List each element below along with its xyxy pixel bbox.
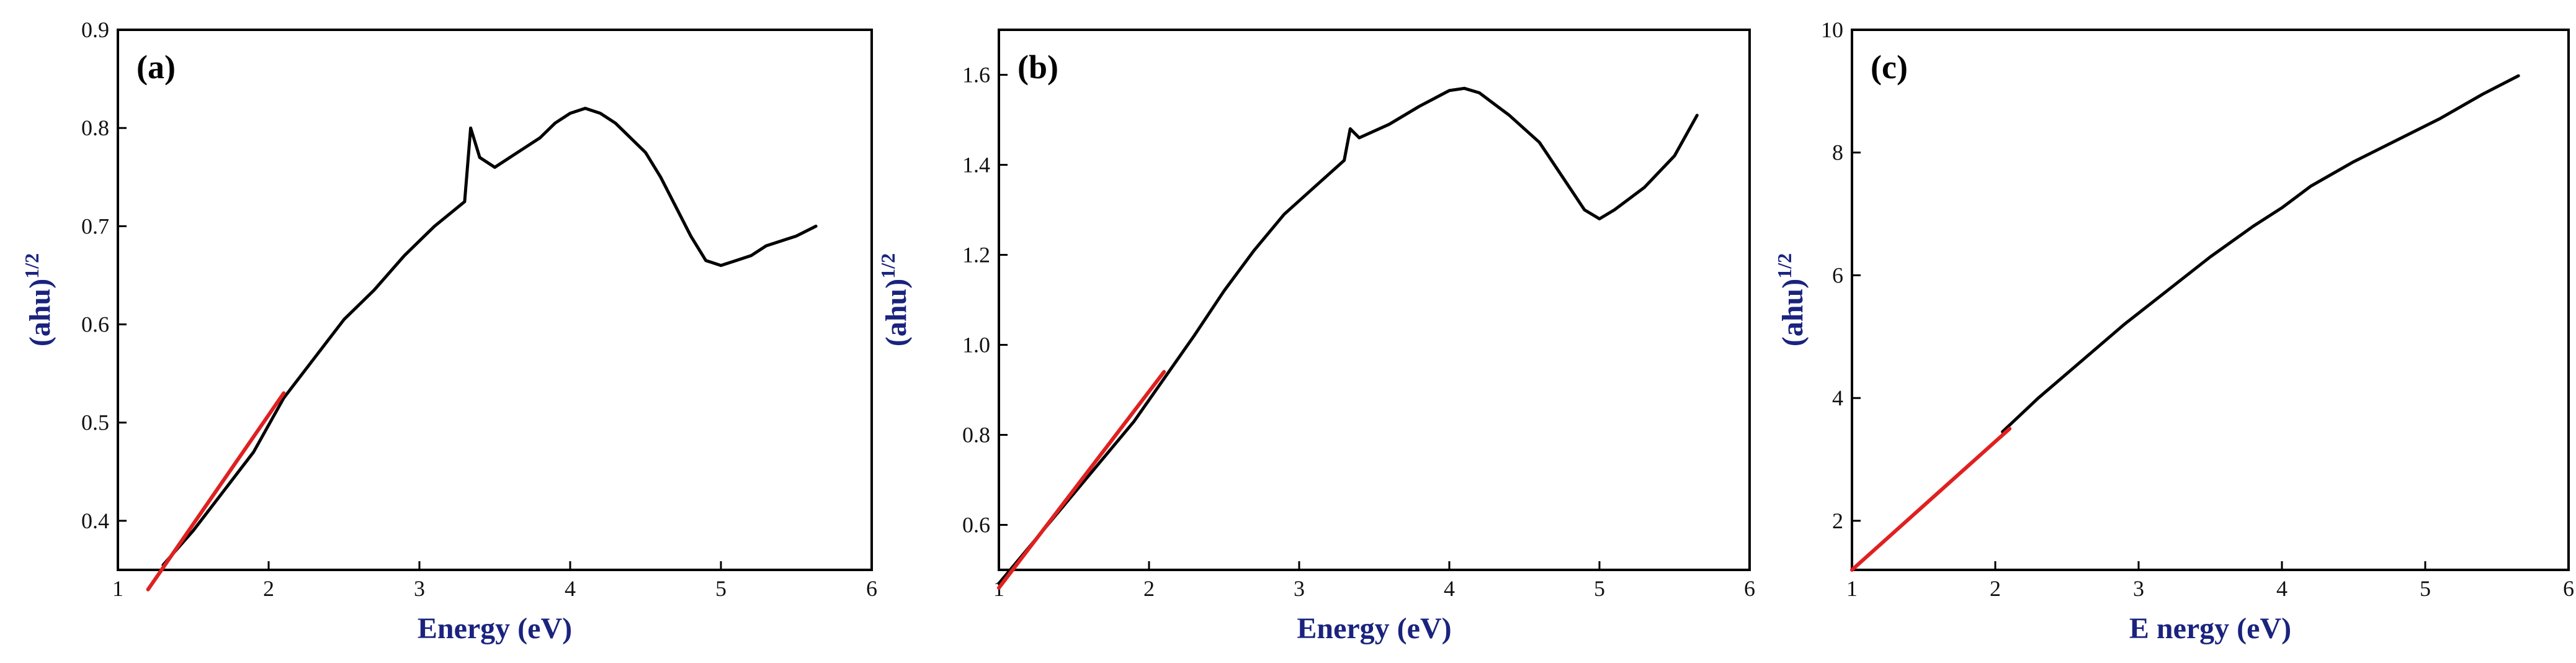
y-axis-title: (ahu)1/2 bbox=[877, 253, 913, 346]
y-tick-label: 0.5 bbox=[81, 410, 109, 435]
y-axis-title-superscript: 1/2 bbox=[877, 253, 899, 279]
data-curve bbox=[161, 107, 818, 567]
tauc-fit-line bbox=[146, 391, 286, 592]
y-tick-label: 0.8 bbox=[962, 423, 990, 448]
y-axis-title: (ahu)1/2 bbox=[20, 253, 56, 346]
x-tick-label: 3 bbox=[414, 576, 425, 601]
data-point bbox=[313, 358, 315, 359]
data-point bbox=[509, 157, 511, 158]
plot-frame bbox=[998, 29, 1751, 571]
y-tick-label: 2 bbox=[1832, 508, 1843, 533]
panel-label-c: (c) bbox=[1871, 48, 1908, 86]
data-point bbox=[645, 152, 646, 153]
y-tick-label: 0.6 bbox=[962, 513, 990, 538]
fit-point bbox=[1851, 569, 1853, 571]
data-point bbox=[584, 108, 586, 109]
panel-label-b: (b) bbox=[1017, 48, 1058, 86]
data-point bbox=[434, 225, 435, 227]
y-axis-title-superscript: 1/2 bbox=[1773, 253, 1796, 279]
x-tick-label: 6 bbox=[866, 576, 877, 601]
y-tick-label: 1.6 bbox=[962, 63, 990, 88]
data-point bbox=[660, 176, 661, 178]
x-tick-label: 6 bbox=[1744, 576, 1755, 601]
data-point bbox=[1163, 378, 1165, 379]
chart-panel-a: 1 2 3 4 5 6 0.4 0.5 0.6 0.7 0.8 0.9 (a) Energy (eV) (a… bbox=[20, 17, 877, 645]
data-point bbox=[2396, 140, 2397, 141]
data-point bbox=[470, 127, 472, 129]
data-point bbox=[1449, 90, 1450, 91]
plot-frame bbox=[117, 29, 873, 571]
data-point bbox=[1419, 106, 1420, 107]
data-point bbox=[494, 167, 495, 168]
y-tick-label: 0.6 bbox=[81, 312, 109, 337]
data-point bbox=[1539, 142, 1540, 143]
y-axis-title-base: (ahu) bbox=[880, 279, 913, 346]
x-tick-label: 2 bbox=[263, 576, 274, 601]
x-tick-label: 5 bbox=[715, 576, 727, 601]
y-tick-label: 0.9 bbox=[81, 17, 109, 42]
y-tick-label: 6 bbox=[1832, 263, 1843, 287]
x-axis-title: Energy (eV) bbox=[418, 612, 572, 645]
data-point bbox=[1389, 124, 1390, 125]
data-point bbox=[2037, 397, 2039, 399]
x-tick-label: 1 bbox=[1846, 576, 1858, 601]
y-tick-label: 0.8 bbox=[81, 115, 109, 140]
x-tick-label: 2 bbox=[1143, 576, 1155, 601]
data-point bbox=[404, 255, 405, 256]
x-tick-label: 5 bbox=[1594, 576, 1605, 601]
y-tick-label: 1.0 bbox=[962, 333, 990, 358]
x-tick-label: 5 bbox=[2420, 576, 2431, 601]
y-axis-title-base: (ahu) bbox=[24, 279, 56, 346]
data-point bbox=[223, 491, 224, 492]
x-tick-label: 4 bbox=[565, 576, 576, 601]
x-tick-label: 6 bbox=[2563, 576, 2574, 601]
data-point bbox=[193, 530, 194, 531]
data-point bbox=[373, 289, 375, 291]
plot-frame bbox=[1851, 29, 2570, 571]
x-tick-label: 2 bbox=[1990, 576, 2001, 601]
x-axis-title: Energy (eV) bbox=[1297, 612, 1451, 645]
data-point bbox=[253, 451, 254, 453]
data-point bbox=[464, 201, 465, 202]
x-tick-label: 4 bbox=[2276, 576, 2288, 601]
y-tick-label: 8 bbox=[1832, 140, 1843, 165]
y-axis-title-base: (ahu) bbox=[1776, 279, 1809, 346]
y-tick-label: 0.7 bbox=[81, 214, 109, 238]
data-point bbox=[796, 235, 797, 237]
data-point bbox=[2310, 186, 2311, 187]
data-point bbox=[2210, 256, 2211, 258]
chart-panel-b: 1 2 3 4 5 60.60.81.01.21.41.6 (b)Energy (eV)(a… bbox=[877, 29, 1755, 645]
y-tick-label: 1.2 bbox=[962, 243, 990, 268]
data-point bbox=[2002, 431, 2003, 433]
x-tick-label: 1 bbox=[112, 576, 123, 601]
x-axis-title: E nergy (eV) bbox=[2129, 612, 2291, 645]
panel-label-a: (a) bbox=[136, 48, 176, 86]
data-point bbox=[705, 260, 707, 261]
data-point bbox=[600, 113, 601, 114]
data-point bbox=[570, 113, 571, 114]
y-tick-label: 0.4 bbox=[81, 508, 109, 533]
x-tick-label: 3 bbox=[2133, 576, 2144, 601]
x-tick-label: 4 bbox=[1444, 576, 1455, 601]
data-point bbox=[1464, 88, 1465, 89]
y-tick-label: 1.4 bbox=[962, 153, 990, 178]
tauc-fit-line bbox=[1850, 426, 2012, 572]
data-curve bbox=[997, 86, 1699, 585]
data-point bbox=[2353, 161, 2354, 163]
x-tick-label: 3 bbox=[1294, 576, 1305, 601]
data-point bbox=[2281, 207, 2283, 209]
tauc-fit-line bbox=[997, 370, 1166, 590]
data-point bbox=[998, 583, 1000, 584]
y-axis-title-superscript: 1/2 bbox=[20, 253, 43, 279]
fit-point bbox=[998, 587, 1000, 589]
y-tick-label: 10 bbox=[1821, 17, 1843, 42]
y-axis-title: (ahu)1/2 bbox=[1773, 253, 1809, 346]
data-point bbox=[720, 265, 722, 266]
chart-panel-c: 1 2 3 4 5 6 2 4 6 8 10 (c) E nergy (eV) (ahu)1/2 bbox=[1773, 17, 2574, 645]
data-curve bbox=[2001, 74, 2520, 434]
data-point bbox=[1478, 92, 1480, 93]
y-tick-label: 4 bbox=[1832, 386, 1843, 410]
